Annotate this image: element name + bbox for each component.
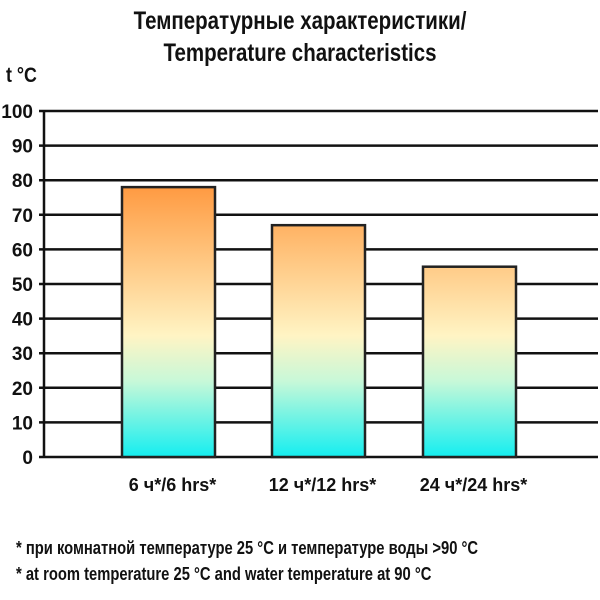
x-tick-label: 24 ч*/24 hrs* — [420, 475, 528, 495]
y-axis-label: t °C — [6, 64, 37, 87]
y-tick-label: 80 — [12, 171, 33, 192]
bar — [270, 223, 367, 459]
y-tick-label: 0 — [22, 448, 33, 469]
y-tick-label: 50 — [12, 275, 33, 296]
y-tick-label: 20 — [12, 379, 33, 400]
y-tick-label: 40 — [12, 310, 33, 331]
chart-title: Температурные характеристики/ — [133, 7, 467, 35]
bar — [421, 265, 518, 459]
footnote-ru: * при комнатной температуре 25 °C и темп… — [16, 538, 479, 558]
y-tick-label: 90 — [12, 137, 33, 158]
x-tick-label: 6 ч*/6 hrs* — [129, 475, 217, 495]
footnote-en: * at room temperature 25 °C and water te… — [16, 564, 432, 584]
y-tick-label: 10 — [12, 413, 33, 434]
y-tick-label: 30 — [12, 344, 33, 365]
y-tick-label: 100 — [1, 102, 33, 123]
x-tick-label: 12 ч*/12 hrs* — [269, 475, 377, 495]
bar — [120, 185, 217, 459]
y-tick-label: 70 — [12, 206, 33, 227]
y-tick-label: 60 — [12, 240, 33, 261]
chart-subtitle: Temperature characteristics — [163, 39, 437, 67]
